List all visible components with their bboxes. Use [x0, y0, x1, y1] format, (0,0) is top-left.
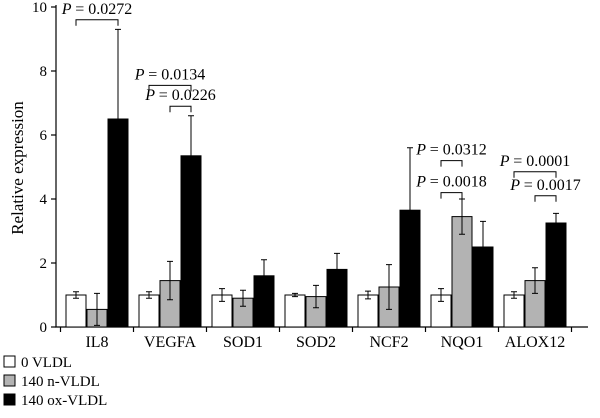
- category-label-ncf2: NCF2: [369, 334, 408, 351]
- y-tick-label-0: 0: [40, 320, 48, 336]
- error-bar-nqo1-series-0: [438, 288, 444, 302]
- p-value-label-2: P = 0.0226: [144, 87, 216, 104]
- significance-bracket-4: [440, 192, 463, 199]
- error-bar-il8-series-0: [73, 291, 79, 299]
- legend-label-1: 140 n-VLDL: [21, 374, 100, 390]
- error-bar-sod1-series-2: [261, 259, 267, 293]
- y-tick-label-4: 8: [40, 64, 48, 80]
- p-value-label-1: P = 0.0134: [134, 66, 206, 83]
- significance-bracket-0: [75, 19, 119, 26]
- p-value-label-0: P = 0.0272: [61, 1, 133, 18]
- category-label-sod2: SOD2: [296, 334, 336, 351]
- error-bar-vegfa-series-0: [146, 291, 152, 299]
- category-label-nqo1: NQO1: [441, 334, 484, 351]
- significance-bracket-2: [169, 105, 192, 113]
- error-bar-nqo1-series-1: [459, 198, 465, 235]
- significance-bracket-6: [534, 195, 557, 202]
- y-tick-label-3: 6: [40, 128, 48, 144]
- bar-sod2-series-0: [284, 294, 306, 328]
- category-label-alox12: ALOX12: [505, 334, 565, 351]
- bar-alox12-series-2: [545, 222, 567, 328]
- significance-bracket-3: [440, 160, 463, 167]
- p-value-label-4: P = 0.0018: [415, 174, 487, 191]
- error-bar-alox12-series-2: [553, 212, 559, 234]
- bar-alox12-series-0: [503, 294, 525, 328]
- legend-label-2: 140 ox-VLDL: [21, 393, 107, 409]
- legend-swatch-2: [3, 393, 16, 406]
- bar-vegfa-series-0: [138, 294, 160, 328]
- category-label-sod1: SOD1: [223, 334, 263, 351]
- p-value-label-5: P = 0.0001: [499, 153, 571, 170]
- error-bar-ncf2-series-1: [386, 264, 392, 310]
- legend-label-0: 0 VLDL: [21, 355, 72, 371]
- category-label-vegfa: VEGFA: [144, 334, 197, 351]
- error-bar-sod1-series-1: [240, 289, 246, 307]
- error-bar-sod2-series-1: [313, 284, 319, 309]
- category-label-il8: IL8: [85, 334, 108, 351]
- error-bar-vegfa-series-1: [167, 260, 173, 301]
- y-axis-label: Relative expression: [8, 101, 27, 235]
- bar-il8-series-0: [65, 294, 87, 328]
- legend-swatch-0: [3, 355, 16, 368]
- y-tick-label-2: 4: [40, 192, 48, 208]
- y-tick-label-1: 2: [40, 256, 48, 272]
- legend-swatch-1: [3, 374, 16, 387]
- error-bar-nqo1-series-2: [480, 220, 486, 274]
- error-bar-ncf2-series-2: [407, 147, 413, 274]
- error-bar-il8-series-1: [94, 292, 100, 326]
- error-bar-il8-series-2: [115, 28, 121, 210]
- p-value-label-6: P = 0.0017: [509, 177, 581, 194]
- bar-ncf2-series-0: [357, 294, 379, 328]
- error-bar-alox12-series-0: [511, 291, 517, 299]
- error-bar-sod2-series-2: [334, 252, 340, 286]
- significance-bracket-1: [148, 84, 192, 92]
- significance-bracket-5: [513, 171, 557, 178]
- error-bar-sod1-series-0: [219, 288, 225, 302]
- error-bar-ncf2-series-0: [365, 290, 371, 300]
- error-bar-alox12-series-1: [532, 267, 538, 294]
- error-bar-vegfa-series-2: [188, 115, 194, 197]
- y-tick-label-5: 10: [32, 0, 47, 16]
- error-bar-sod2-series-0: [292, 292, 298, 298]
- p-value-label-3: P = 0.0312: [415, 142, 487, 159]
- plot-area: 0 2 4 6 8 10 IL8 VEGFA SOD1 SOD2 NCF2 NQO1 ALOX12 P =…: [3, 0, 588, 409]
